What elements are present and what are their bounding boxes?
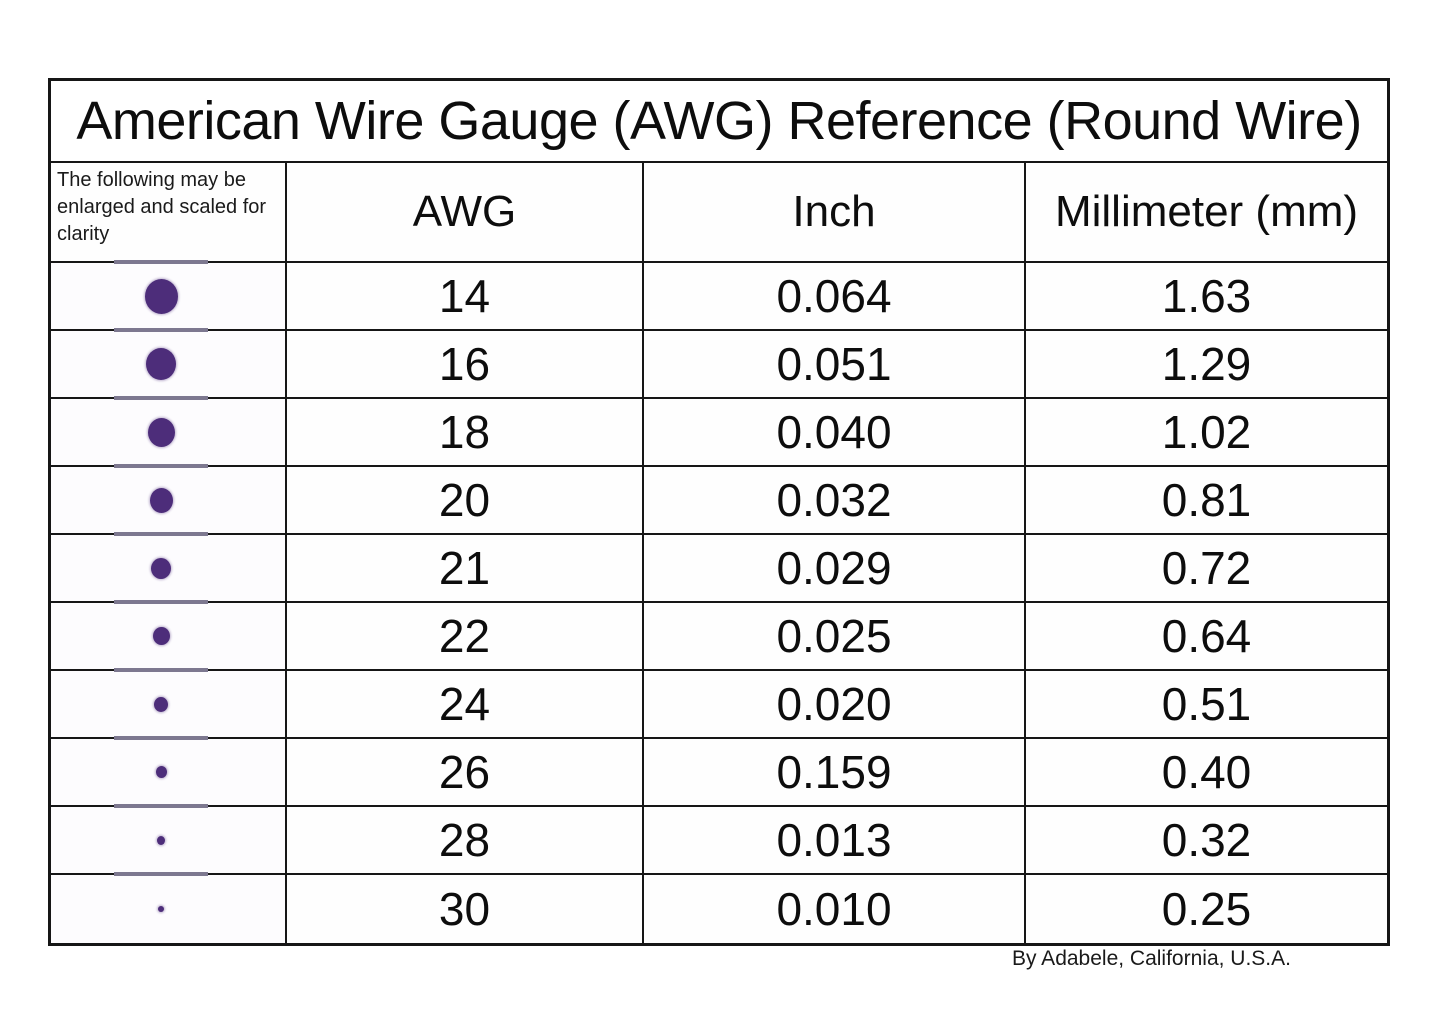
scale-tick-line — [114, 532, 208, 536]
wire-gauge-dot — [157, 835, 165, 845]
inch-value: 0.064 — [644, 263, 1026, 331]
mm-value: 0.25 — [1026, 875, 1387, 943]
scale-tick-line — [114, 600, 208, 604]
inch-value: 0.020 — [644, 671, 1026, 739]
wire-size-dot-cell — [51, 875, 287, 943]
wire-size-dot-cell — [51, 399, 287, 468]
scale-tick-line — [114, 736, 208, 740]
mm-value: 0.40 — [1026, 739, 1387, 807]
awg-value: 21 — [287, 535, 644, 603]
awg-value: 26 — [287, 739, 644, 807]
wire-size-dot-cell — [51, 331, 287, 400]
wire-size-dot-cell — [51, 263, 287, 332]
mm-value: 0.64 — [1026, 603, 1387, 671]
column-header-inch: Inch — [644, 163, 1026, 263]
inch-value: 0.029 — [644, 535, 1026, 603]
wire-size-dot-cell — [51, 467, 287, 536]
awg-value: 14 — [287, 263, 644, 331]
wire-gauge-dot — [149, 487, 173, 513]
mm-value: 0.72 — [1026, 535, 1387, 603]
scale-tick-line — [114, 328, 208, 332]
wire-size-dot-cell — [51, 603, 287, 672]
awg-value: 22 — [287, 603, 644, 671]
awg-value: 24 — [287, 671, 644, 739]
awg-value: 16 — [287, 331, 644, 399]
table-grid: The following may be enlarged and scaled… — [51, 163, 1387, 943]
wire-gauge-dot — [144, 278, 178, 314]
mm-value: 0.81 — [1026, 467, 1387, 535]
table-title: American Wire Gauge (AWG) Reference (Rou… — [51, 81, 1387, 163]
wire-size-dot-cell — [51, 535, 287, 604]
awg-value: 20 — [287, 467, 644, 535]
wire-size-dot-cell — [51, 671, 287, 740]
inch-value: 0.040 — [644, 399, 1026, 467]
inch-value: 0.010 — [644, 875, 1026, 943]
column-header-millimeter: Millimeter (mm) — [1026, 163, 1387, 263]
credit-text: By Adabele, California, U.S.A. — [1012, 947, 1291, 970]
inch-value: 0.051 — [644, 331, 1026, 399]
scale-tick-line — [114, 464, 208, 468]
awg-value: 30 — [287, 875, 644, 943]
inch-value: 0.159 — [644, 739, 1026, 807]
wire-gauge-dot — [146, 348, 176, 380]
mm-value: 0.51 — [1026, 671, 1387, 739]
awg-value: 28 — [287, 807, 644, 875]
inch-value: 0.032 — [644, 467, 1026, 535]
scale-tick-line — [114, 260, 208, 264]
column-header-awg: AWG — [287, 163, 644, 263]
scale-tick-line — [114, 872, 208, 876]
scale-tick-line — [114, 396, 208, 400]
mm-value: 1.63 — [1026, 263, 1387, 331]
awg-value: 18 — [287, 399, 644, 467]
awg-reference-table: American Wire Gauge (AWG) Reference (Rou… — [48, 78, 1390, 946]
mm-value: 0.32 — [1026, 807, 1387, 875]
wire-gauge-dot — [155, 766, 167, 778]
inch-value: 0.013 — [644, 807, 1026, 875]
enlargement-note: The following may be enlarged and scaled… — [51, 163, 287, 264]
wire-gauge-dot — [151, 557, 171, 579]
wire-gauge-dot — [158, 906, 164, 912]
wire-gauge-dot — [147, 417, 175, 447]
wire-size-dot-cell — [51, 739, 287, 808]
mm-value: 1.29 — [1026, 331, 1387, 399]
scale-tick-line — [114, 804, 208, 808]
wire-size-dot-cell — [51, 807, 287, 876]
wire-gauge-dot — [152, 627, 170, 645]
mm-value: 1.02 — [1026, 399, 1387, 467]
wire-gauge-dot — [154, 696, 168, 712]
scale-tick-line — [114, 668, 208, 672]
inch-value: 0.025 — [644, 603, 1026, 671]
